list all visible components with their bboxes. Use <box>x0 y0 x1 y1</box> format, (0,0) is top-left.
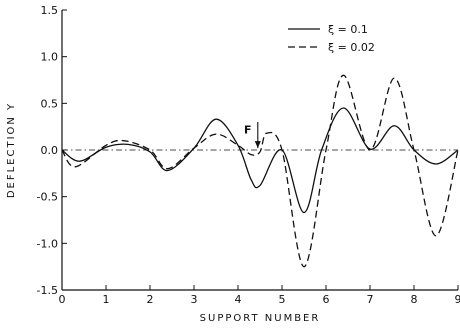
x-tick-label: 7 <box>367 293 374 306</box>
legend: ξ = 0.1 ξ = 0.02 <box>288 23 375 54</box>
x-tick-label: 0 <box>59 293 66 306</box>
y-tick-label: -1.5 <box>37 284 58 297</box>
x-tick-label: 2 <box>147 293 154 306</box>
series-line-xi-0-1 <box>61 107 459 214</box>
x-tick-label: 9 <box>455 293 460 306</box>
x-tick-label: 6 <box>323 293 330 306</box>
force-label: F <box>244 123 252 136</box>
axes <box>61 10 458 291</box>
y-tick-label: -1.0 <box>37 237 58 250</box>
x-tick-label: 4 <box>235 293 242 306</box>
y-tick-label: -0.5 <box>37 191 58 204</box>
x-tick-label: 5 <box>279 293 286 306</box>
annotations: F <box>244 122 261 149</box>
x-tick-label: 8 <box>411 293 418 306</box>
series-lines <box>61 74 459 268</box>
x-axis-title: SUPPORT NUMBER <box>200 313 321 324</box>
series-line-xi-0-02 <box>61 74 459 268</box>
legend-label: ξ = 0.1 <box>328 23 368 36</box>
y-tick-label: 0.5 <box>41 97 59 110</box>
y-axis-title: DEFLECTION Y <box>6 102 17 198</box>
y-tick-label: 1.0 <box>41 51 59 64</box>
tick-marks: 0 1 2 3 4 5 6 7 8 9 1.5 1.0 0.5 0.0 -0.5 -1.0 -1.5 <box>37 4 460 306</box>
force-arrow-head <box>254 141 261 149</box>
y-tick-label: 0.0 <box>41 144 59 157</box>
y-tick-label: 1.5 <box>41 4 59 17</box>
legend-label: ξ = 0.02 <box>328 41 375 54</box>
x-tick-label: 3 <box>191 293 198 306</box>
x-tick-label: 1 <box>103 293 110 306</box>
